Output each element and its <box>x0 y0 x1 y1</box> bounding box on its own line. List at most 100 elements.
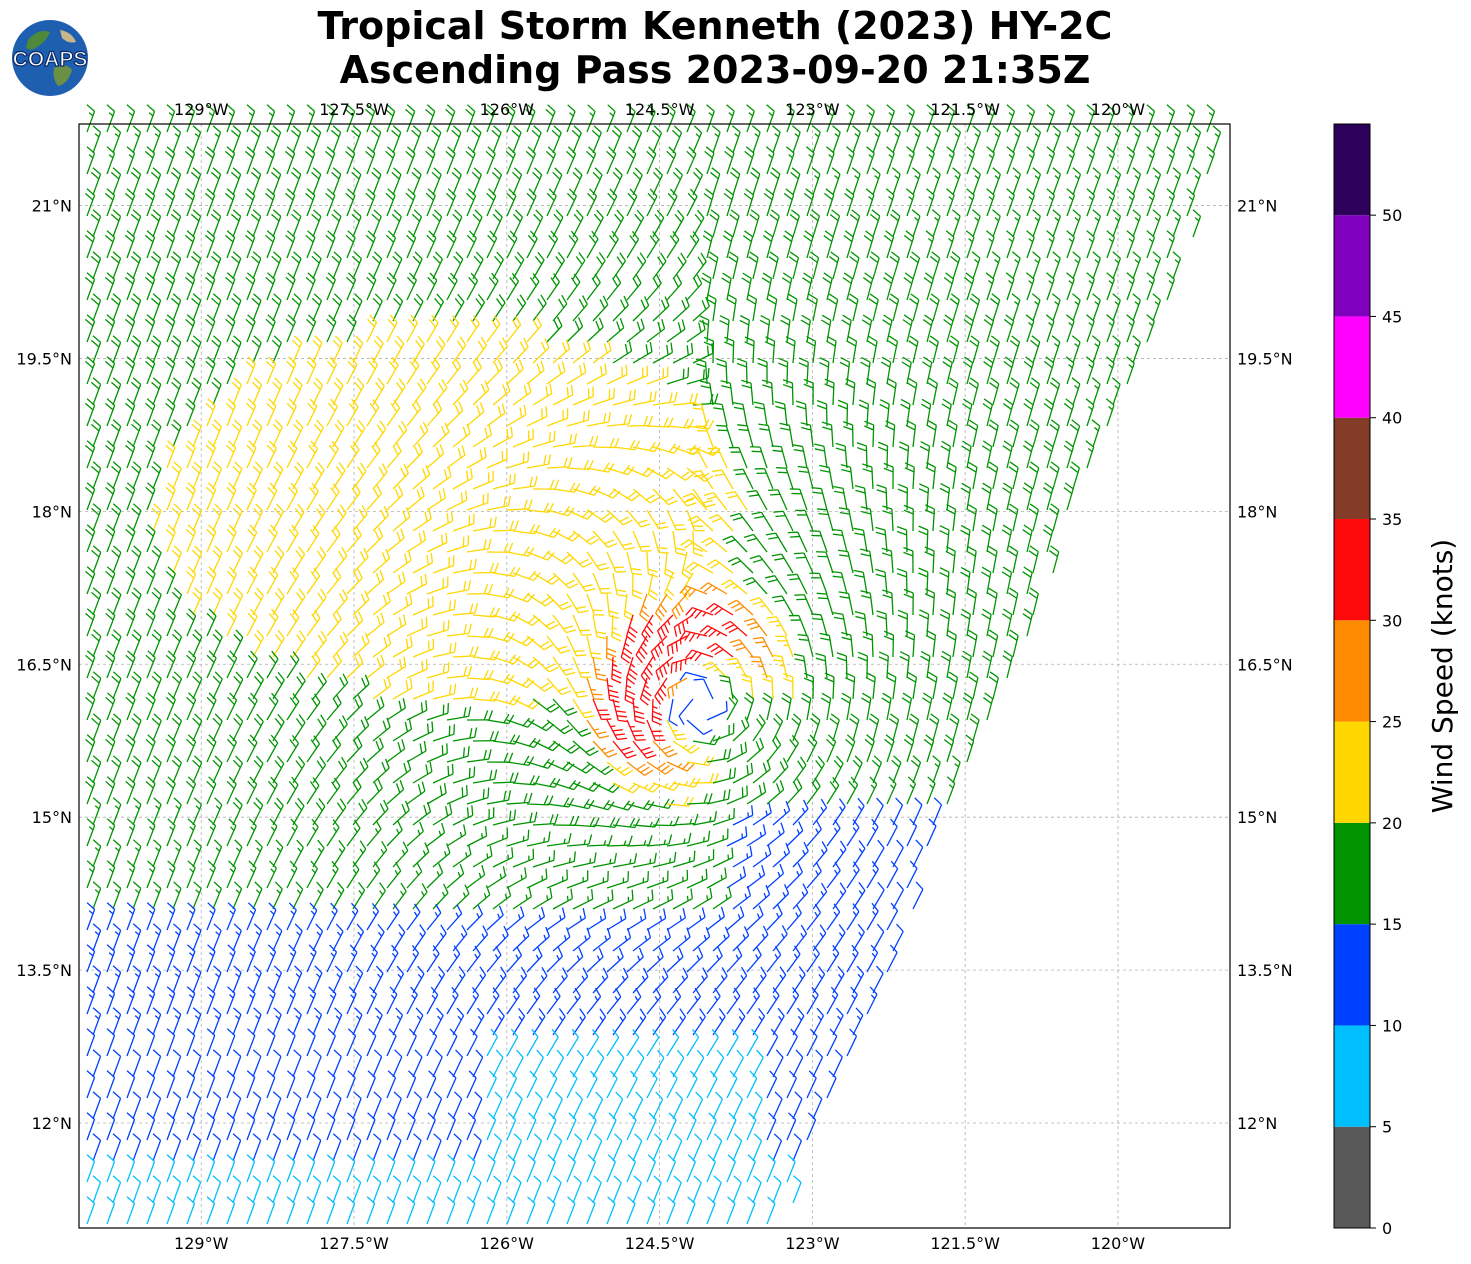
wind-barb <box>586 412 612 427</box>
wind-barb <box>866 146 875 175</box>
wind-barb <box>772 1049 784 1078</box>
wind-barb <box>86 1154 96 1183</box>
wind-barb <box>768 251 779 280</box>
wind-barb <box>372 799 389 826</box>
wind-barb <box>212 1049 222 1078</box>
wind-barb <box>466 272 479 301</box>
wind-barb <box>85 524 96 553</box>
wind-barb <box>246 566 258 595</box>
wind-barb <box>110 167 122 196</box>
wind-barb <box>706 906 726 931</box>
wind-barb <box>862 463 874 490</box>
wind-barb <box>1086 230 1096 259</box>
wind-barb <box>612 341 633 364</box>
wind-barb <box>612 740 637 759</box>
wind-barb <box>306 440 319 469</box>
wind-barb <box>606 364 628 385</box>
wind-barb <box>252 1007 262 1036</box>
wind-barb <box>346 653 364 679</box>
wind-barb <box>472 925 489 952</box>
wind-barb <box>1146 272 1156 301</box>
wind-barb <box>131 629 142 658</box>
wind-barb <box>311 251 322 280</box>
wind-barb <box>666 796 694 807</box>
wind-barb <box>125 356 136 385</box>
colorbar-bin <box>1334 721 1370 823</box>
wind-barb <box>832 965 845 994</box>
wind-barb <box>506 829 530 847</box>
wind-barb <box>783 672 794 700</box>
wind-barb <box>305 146 316 175</box>
wind-barb <box>365 230 376 259</box>
wind-barb <box>792 966 806 994</box>
wind-barb <box>426 662 450 679</box>
wind-barb <box>246 1028 256 1057</box>
wind-barb <box>366 441 381 469</box>
wind-barb <box>325 188 336 217</box>
wind-barb <box>131 587 142 616</box>
wind-barb <box>646 104 656 133</box>
wind-barb <box>1212 125 1222 154</box>
wind-barb <box>86 1070 96 1099</box>
wind-barb <box>612 1091 624 1120</box>
wind-barb <box>531 125 542 154</box>
wind-barb <box>472 807 495 826</box>
wind-barb <box>546 408 569 427</box>
wind-barb <box>512 1091 523 1120</box>
wind-barb <box>206 734 217 763</box>
wind-barb <box>86 944 96 973</box>
wind-barb <box>105 692 116 721</box>
wind-barb <box>412 842 430 868</box>
wind-barb <box>365 104 376 133</box>
wind-barb <box>912 797 923 826</box>
wind-barb <box>172 1049 182 1078</box>
wind-barb <box>332 335 343 364</box>
wind-barb <box>346 483 361 511</box>
wind-barb <box>746 946 762 973</box>
wind-barb <box>1092 125 1102 154</box>
wind-barb <box>372 634 392 658</box>
wind-barb <box>861 692 872 721</box>
wind-barb <box>151 713 162 742</box>
wind-barb <box>372 923 385 952</box>
wind-barb <box>892 923 904 952</box>
wind-barb <box>586 1154 596 1183</box>
wind-barb <box>686 1070 698 1099</box>
wind-barb <box>86 902 96 931</box>
wind-barb <box>741 379 754 406</box>
wind-barb <box>306 1028 316 1057</box>
wind-barb <box>391 125 402 154</box>
wind-barb <box>352 1175 362 1204</box>
wind-barb <box>951 209 961 238</box>
wind-barb <box>86 1028 96 1057</box>
wind-barb <box>486 495 511 511</box>
wind-barb <box>1008 587 1019 616</box>
wind-barb <box>150 209 162 238</box>
wind-barb <box>903 588 914 616</box>
wind-barb <box>726 293 737 322</box>
wind-barb <box>989 293 1001 322</box>
lon-tick-label-bottom: 120°W <box>1091 1234 1146 1253</box>
wind-barb <box>1023 356 1035 385</box>
wind-barb <box>746 737 765 763</box>
colorbar-tick-label: 20 <box>1382 814 1402 833</box>
wind-barb <box>371 125 382 154</box>
wind-barb <box>466 627 494 639</box>
wind-barb <box>372 1091 382 1120</box>
wind-barb <box>726 826 748 847</box>
wind-barb <box>766 293 778 322</box>
wind-barb <box>292 461 304 490</box>
wind-barb <box>741 673 754 700</box>
wind-barb <box>546 719 574 735</box>
wind-barb <box>1025 314 1035 343</box>
wind-barb <box>732 716 750 742</box>
wind-barb <box>764 575 788 595</box>
wind-barb <box>92 1049 102 1078</box>
wind-barb <box>749 555 774 574</box>
wind-barb <box>252 1049 262 1078</box>
colorbar-tick-label: 35 <box>1382 510 1402 529</box>
wind-barb <box>1152 293 1162 322</box>
wind-barb <box>105 734 116 763</box>
wind-barb <box>672 1049 685 1078</box>
wind-barb <box>592 530 618 548</box>
